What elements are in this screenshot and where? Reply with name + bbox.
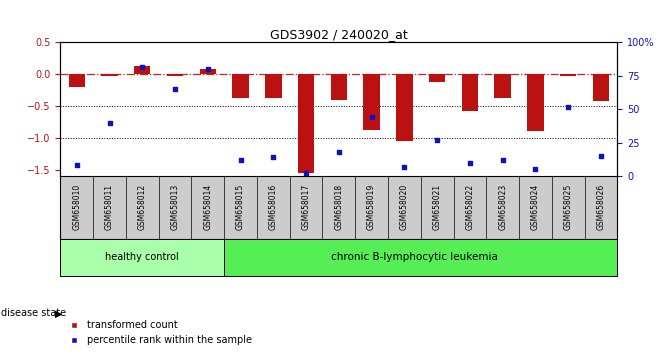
Bar [224,239,617,276]
Point [137,64,148,69]
Bar [232,74,249,98]
Text: GSM658013: GSM658013 [170,184,180,230]
Point [71,162,82,168]
Bar [200,69,216,74]
Text: GSM658010: GSM658010 [72,184,81,230]
Point [366,114,377,120]
Point [203,66,213,72]
Text: chronic B-lymphocytic leukemia: chronic B-lymphocytic leukemia [331,252,498,262]
Bar [265,74,282,98]
Point [333,149,344,155]
Point [104,120,115,125]
Bar [527,74,544,131]
Text: GSM658025: GSM658025 [564,184,572,230]
Bar [68,74,85,87]
Point [268,154,278,160]
Point [236,157,246,163]
Bar [495,74,511,98]
Point [464,160,475,165]
Point [399,164,410,170]
Text: GSM658024: GSM658024 [531,184,540,230]
Text: ▶: ▶ [55,308,62,318]
Text: GSM658011: GSM658011 [105,184,114,230]
Point [596,153,607,159]
Bar [364,74,380,130]
Text: GSM658022: GSM658022 [466,184,474,230]
Bar [560,74,576,76]
Title: GDS3902 / 240020_at: GDS3902 / 240020_at [270,28,408,41]
Bar [462,74,478,110]
Text: GSM658023: GSM658023 [498,184,507,230]
Point [497,157,508,163]
Bar [167,74,183,75]
Text: GSM658021: GSM658021 [433,184,442,230]
Text: GSM658018: GSM658018 [334,184,344,230]
Point [301,171,311,176]
Text: GSM658017: GSM658017 [301,184,311,230]
Text: GSM658026: GSM658026 [597,184,605,230]
Text: GSM658014: GSM658014 [203,184,212,230]
Bar [134,66,150,74]
Bar [298,74,314,173]
Text: GSM658015: GSM658015 [236,184,245,230]
Bar [429,74,446,82]
Text: healthy control: healthy control [105,252,179,262]
Bar [396,74,413,141]
Bar [592,74,609,101]
Text: disease state: disease state [1,308,66,318]
Point [170,86,180,92]
Bar [331,74,347,100]
Bar [60,239,224,276]
Text: GSM658016: GSM658016 [269,184,278,230]
Text: GSM658012: GSM658012 [138,184,147,230]
Text: GSM658020: GSM658020 [400,184,409,230]
Legend: transformed count, percentile rank within the sample: transformed count, percentile rank withi… [65,316,256,349]
Point [530,166,541,172]
Bar [101,74,117,75]
Point [431,137,442,143]
Point [563,104,574,109]
Text: GSM658019: GSM658019 [367,184,376,230]
